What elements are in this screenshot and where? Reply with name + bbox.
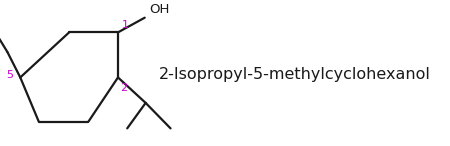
Text: 2: 2 [120, 83, 127, 93]
Text: 5: 5 [6, 71, 13, 80]
Text: 1: 1 [122, 20, 129, 30]
Text: OH: OH [149, 3, 170, 16]
Text: 2-Isopropyl-5-methylcyclohexanol: 2-Isopropyl-5-methylcyclohexanol [159, 67, 431, 82]
